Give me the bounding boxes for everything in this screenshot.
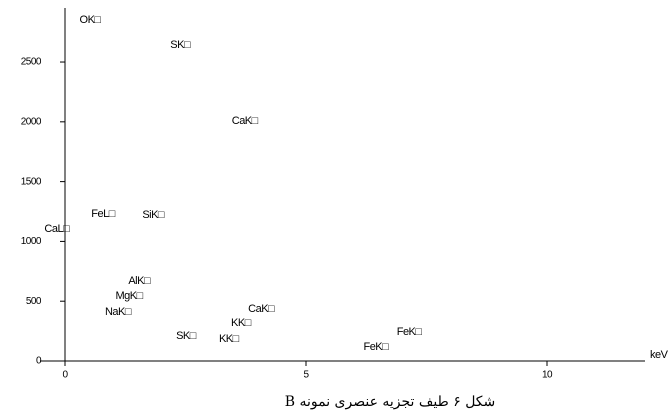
peak-label: MgK□ — [115, 290, 143, 302]
peak-label: SiK□ — [142, 209, 165, 221]
x-tick-label: 0 — [62, 370, 68, 381]
y-tick-label: 0 — [36, 356, 42, 367]
peak-label: KK□ — [219, 333, 240, 345]
peak-label: CaK□ — [232, 115, 259, 127]
x-tick-label: 5 — [303, 370, 309, 381]
peak-label: SK□ — [176, 330, 197, 342]
peak-label: AlK□ — [128, 275, 151, 287]
peak-label: KK□ — [231, 317, 252, 329]
x-tick-label: 10 — [542, 370, 553, 381]
peak-label: FeK□ — [397, 326, 423, 338]
y-tick-label: 1000 — [21, 236, 42, 247]
peak-label: FeL□ — [91, 208, 115, 220]
peak-label: NaK□ — [105, 306, 132, 318]
y-tick-label: 2500 — [21, 57, 42, 68]
peak-label: OK□ — [80, 14, 102, 26]
peak-label: CaK□ — [248, 303, 275, 315]
peak-label: FeK□ — [363, 341, 389, 353]
peak-label: CaL□ — [44, 223, 70, 235]
y-tick-label: 500 — [26, 296, 42, 307]
x-axis-label: keV — [650, 349, 669, 361]
y-tick-label: 2000 — [21, 116, 42, 127]
y-tick-label: 1500 — [21, 176, 42, 187]
peak-label: SK□ — [170, 39, 191, 51]
caption: شکل ۶ طیف تجزیه عنصری نمونه B — [285, 394, 496, 410]
